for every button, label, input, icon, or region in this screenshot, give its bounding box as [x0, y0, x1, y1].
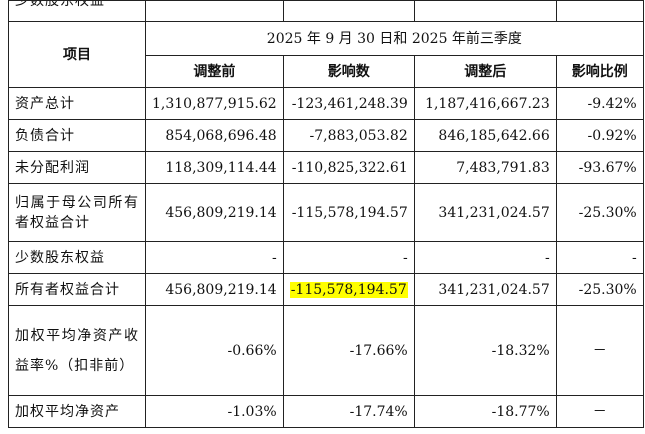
- cell-before: -: [145, 241, 284, 274]
- cell-after: 7,483,791.83: [413, 151, 557, 184]
- cell-impact: -7,883,053.82: [282, 119, 415, 152]
- cell-before: -0.66%: [145, 305, 284, 396]
- cell-ratio: -0.92%: [555, 119, 644, 152]
- table-row-cut-top: 少数股东权益: [8, 0, 644, 22]
- row-label: 加权平均净资产收益率%（扣非前）: [8, 305, 146, 396]
- financial-adjustment-table-container: 少数股东权益 项目 2025 年 9 月 30 日和 2025 年前三季度 调整…: [8, 0, 644, 428]
- cell-after: -18.77%: [413, 395, 557, 428]
- row-label: 资产总计: [8, 87, 146, 120]
- cell-ratio: -93.67%: [555, 151, 644, 184]
- row-label: 归属于母公司所有者权益合计: [8, 183, 146, 242]
- table-row: 资产总计 1,310,877,915.62 -123,461,248.39 1,…: [8, 87, 644, 120]
- cell-impact: -115,578,194.57: [282, 183, 415, 242]
- highlighted-value: -115,578,194.57: [289, 281, 408, 298]
- cell-before: 456,809,219.14: [145, 183, 284, 242]
- header-row-columns: 调整前 影响数 调整后 影响比例: [9, 55, 644, 88]
- cell-after: -18.32%: [413, 305, 557, 396]
- cell-ratio: －: [555, 305, 644, 396]
- column-header-impact: 影响数: [282, 55, 415, 88]
- cell-ratio: -9.42%: [555, 87, 644, 120]
- cell-ratio: -: [555, 241, 644, 274]
- column-header-after: 调整后: [413, 55, 557, 88]
- cell-after: 1,187,416,667.23: [413, 87, 557, 120]
- table-row: 归属于母公司所有者权益合计 456,809,219.14 -115,578,19…: [8, 183, 644, 242]
- cell-impact: -17.74%: [282, 395, 415, 428]
- row-label: 负债合计: [8, 119, 146, 152]
- table-row: 负债合计 854,068,696.48 -7,883,053.82 846,18…: [8, 119, 644, 152]
- period-header: 2025 年 9 月 30 日和 2025 年前三季度: [145, 21, 644, 56]
- cell-after: 341,231,024.57: [413, 183, 557, 242]
- cell-after: -: [413, 241, 557, 274]
- item-column-header: 项目: [8, 21, 146, 88]
- cell-before: 854,068,696.48: [145, 119, 284, 152]
- row-label: 少数股东权益: [8, 241, 146, 274]
- financial-adjustment-table: 少数股东权益 项目 2025 年 9 月 30 日和 2025 年前三季度 调整…: [8, 0, 644, 428]
- row-label-cut: 少数股东权益: [8, 0, 146, 22]
- table-row: 少数股东权益 - - - -: [8, 241, 644, 274]
- cell-ratio: －: [555, 395, 644, 428]
- table-row: 加权平均净资产 -1.03% -17.74% -18.77% －: [8, 395, 644, 428]
- cell-ratio: -25.30%: [555, 183, 644, 242]
- cell-before: -1.03%: [145, 395, 284, 428]
- cell-impact: -110,825,322.61: [282, 151, 415, 184]
- cell-before: 1,310,877,915.62: [145, 87, 284, 120]
- row-label: 未分配利润: [8, 151, 146, 184]
- table-row: 所有者权益合计 456,809,219.14 -115,578,194.57 3…: [8, 273, 644, 306]
- row-label: 加权平均净资产: [8, 395, 146, 428]
- cell-impact: -: [282, 241, 415, 274]
- column-header-before: 调整前: [145, 55, 284, 88]
- cell-before: 456,809,219.14: [145, 273, 284, 306]
- cell-after: 846,185,642.66: [413, 119, 557, 152]
- cell-impact: -123,461,248.39: [282, 87, 415, 120]
- cell-after: 341,231,024.57: [413, 273, 557, 306]
- row-label: 所有者权益合计: [8, 273, 146, 306]
- column-header-ratio: 影响比例: [555, 55, 644, 88]
- header-row-period: 项目 2025 年 9 月 30 日和 2025 年前三季度: [8, 21, 644, 88]
- cell-before: 118,309,114.44: [145, 151, 284, 184]
- cell-ratio: -25.30%: [555, 273, 644, 306]
- table-row: 加权平均净资产收益率%（扣非前） -0.66% -17.66% -18.32% …: [8, 305, 644, 396]
- cell-impact-highlighted: -115,578,194.57: [282, 273, 415, 306]
- table-row: 未分配利润 118,309,114.44 -110,825,322.61 7,4…: [8, 151, 644, 184]
- cell-impact: -17.66%: [282, 305, 415, 396]
